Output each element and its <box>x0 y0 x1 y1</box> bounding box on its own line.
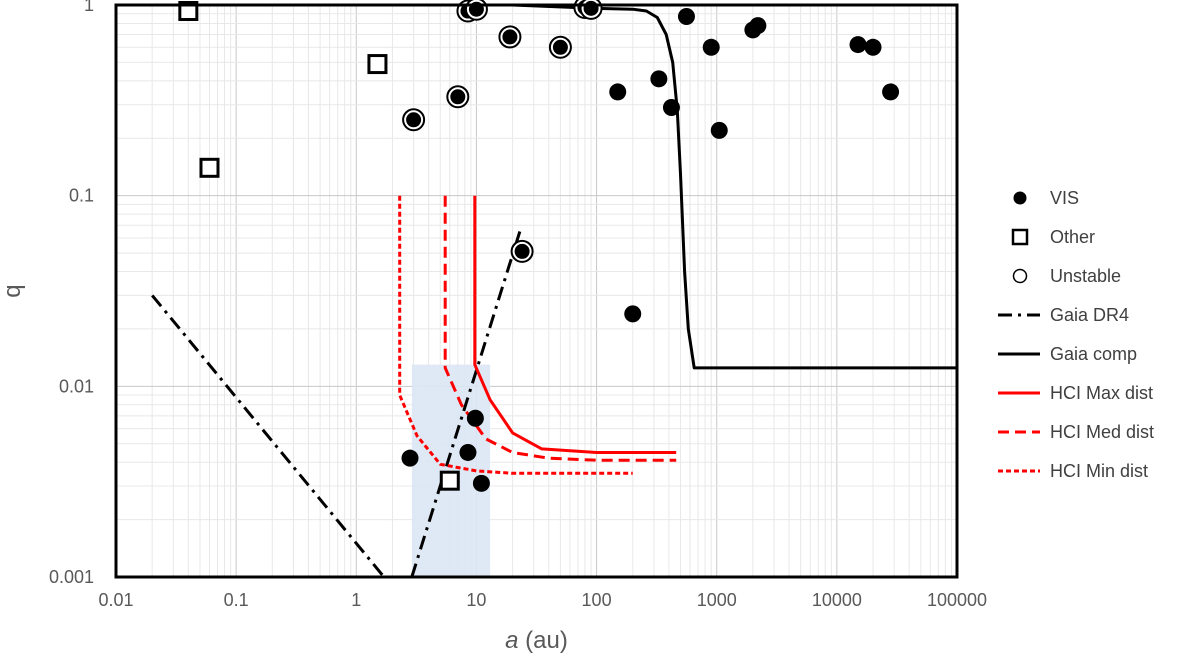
vis-point-12 <box>624 305 642 323</box>
plot-frame <box>114 3 959 579</box>
vis-point-15 <box>466 409 484 427</box>
x-axis-title-unit: (au) <box>519 627 568 654</box>
unstable-point-8 <box>579 0 603 20</box>
legend-marker-unstable <box>1012 268 1028 284</box>
other-point-2 <box>367 54 388 75</box>
legend-label: HCI Med dist <box>1050 422 1154 442</box>
other-point-4 <box>439 470 460 491</box>
x-tick-label: 1000 <box>697 590 737 610</box>
vis-point-1 <box>609 83 627 101</box>
unstable-point-1 <box>402 108 426 132</box>
legend-item-gaia-comp: Gaia comp <box>998 344 1137 364</box>
gaia-dr4-line-2 <box>410 230 522 578</box>
unstable-point-6 <box>548 35 572 59</box>
unstable-core <box>583 0 599 16</box>
vis-point-3 <box>662 99 680 117</box>
x-tick-label: 1 <box>351 590 361 610</box>
unstable-core <box>406 112 422 128</box>
unstable-core <box>502 29 518 45</box>
y-tick-label: 0.1 <box>69 186 94 206</box>
gaia-comp-line-1 <box>512 3 957 370</box>
vis-point-11 <box>882 83 900 101</box>
legend-item-hci-min-dist: HCI Min dist <box>998 461 1148 481</box>
hci-med-dist-line-1 <box>443 195 677 462</box>
series-points-layer <box>178 0 900 492</box>
vis-point-5 <box>702 38 720 56</box>
vis-point-6 <box>710 121 728 139</box>
legend-label: HCI Max dist <box>1050 383 1153 403</box>
unstable-core <box>450 89 466 105</box>
unstable-point-2 <box>446 85 470 109</box>
y-tick-label: 0.001 <box>49 567 94 587</box>
legend-marker-other <box>1011 228 1029 246</box>
legend-label: Gaia DR4 <box>1050 305 1129 325</box>
y-tick-label: 0.01 <box>59 376 94 396</box>
x-tick-label: 10000 <box>812 590 862 610</box>
x-tick-label: 100000 <box>927 590 987 610</box>
hci-max-dist-line-1 <box>473 195 677 454</box>
legend-item-vis: VIS <box>1013 188 1079 208</box>
legend-label: Other <box>1050 227 1095 247</box>
vis-point-9 <box>849 36 867 54</box>
legend: VIS Other Unstable Gaia DR4 Gaia comp HCI Max… <box>998 188 1154 481</box>
y-tick-labels: 0.001 0.01 0.1 1 <box>49 0 94 587</box>
legend-item-gaia-dr4: Gaia DR4 <box>998 305 1129 325</box>
other-point-1 <box>178 1 199 22</box>
unstable-point-4 <box>464 0 488 21</box>
vis-point-14 <box>459 443 477 461</box>
unstable-core <box>514 243 530 259</box>
x-axis-title-italic: a <box>505 627 518 654</box>
vis-point-8 <box>749 17 767 35</box>
legend-item-hci-max-dist: HCI Max dist <box>998 383 1153 403</box>
vis-point-16 <box>472 474 490 492</box>
grid-layer <box>116 5 957 577</box>
legend-item-other: Other <box>1011 227 1095 247</box>
x-tick-labels: 0.01 0.1 1 10 100 1000 10000 100000 <box>98 590 987 610</box>
legend-label: Unstable <box>1050 266 1121 286</box>
x-tick-label: 0.1 <box>224 590 249 610</box>
x-tick-label: 100 <box>582 590 612 610</box>
legend-item-hci-med-dist: HCI Med dist <box>998 422 1154 442</box>
other-point-3 <box>199 157 220 178</box>
legend-label: VIS <box>1050 188 1079 208</box>
unstable-core <box>552 39 568 55</box>
y-tick-label: 1 <box>84 0 94 15</box>
vis-point-13 <box>401 449 419 467</box>
legend-label: HCI Min dist <box>1050 461 1148 481</box>
hci-min-dist-line-1 <box>398 195 633 475</box>
y-axis-title: q <box>0 284 26 297</box>
unstable-point-9 <box>510 239 534 263</box>
vis-point-10 <box>864 38 882 56</box>
legend-marker-vis <box>1013 191 1027 205</box>
vis-point-4 <box>677 8 695 26</box>
unstable-point-5 <box>498 25 522 49</box>
vis-point-2 <box>650 70 668 88</box>
legend-item-unstable: Unstable <box>1012 266 1121 286</box>
x-tick-label: 10 <box>466 590 486 610</box>
gaia-dr4-line-1 <box>151 294 386 578</box>
legend-label: Gaia comp <box>1050 344 1137 364</box>
x-tick-label: 0.01 <box>98 590 133 610</box>
series-lines-layer <box>151 3 957 578</box>
x-axis-title: a (au) <box>505 627 568 654</box>
